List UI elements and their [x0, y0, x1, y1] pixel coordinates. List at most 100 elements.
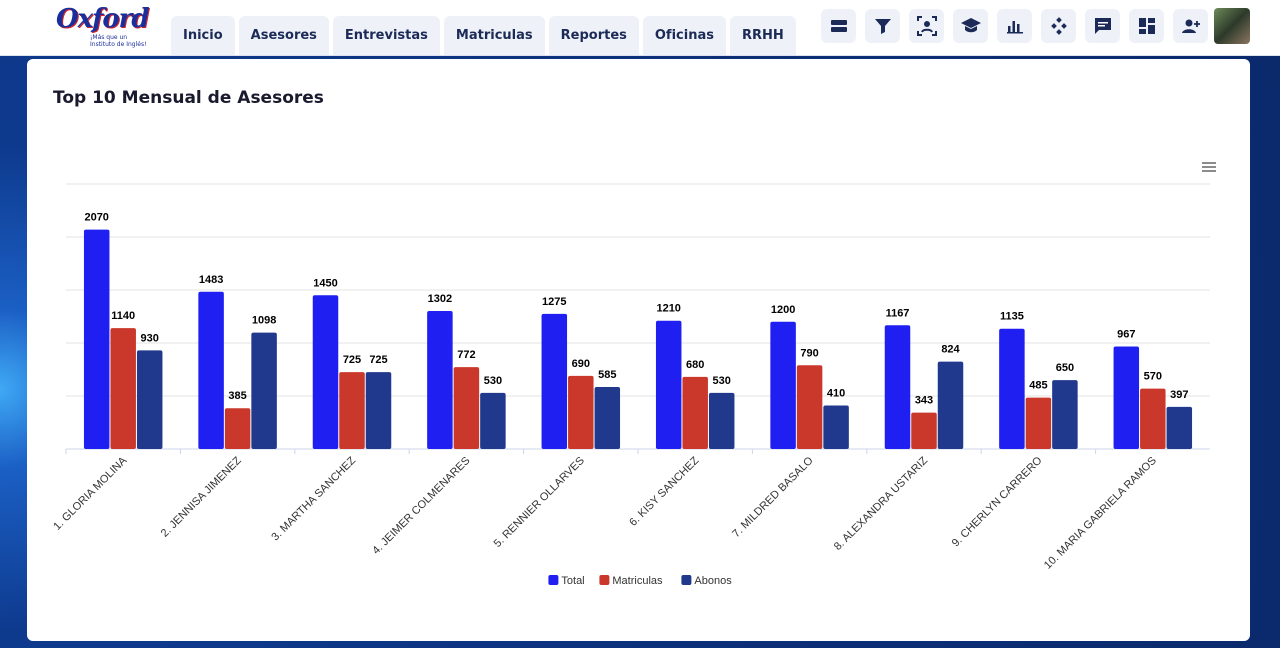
x-tick-label: 7. MILDRED BASALO — [730, 454, 816, 540]
bar — [823, 405, 849, 449]
data-label: 485 — [1029, 380, 1047, 392]
icon-button[interactable] — [909, 9, 944, 43]
icon-button[interactable] — [821, 9, 856, 43]
legend-item[interactable]: Matriculas — [599, 575, 663, 587]
data-label: 1450 — [313, 277, 337, 289]
menu-icon — [1202, 162, 1216, 172]
legend-item[interactable]: Total — [548, 575, 585, 587]
chart-menu[interactable] — [1200, 161, 1218, 175]
data-label: 410 — [827, 388, 845, 400]
data-label: 1302 — [428, 293, 452, 305]
nav-tab[interactable]: Oficinas — [642, 16, 726, 55]
data-label: 824 — [941, 344, 960, 356]
data-label: 385 — [228, 390, 246, 402]
legend-swatch — [599, 575, 610, 585]
bar — [224, 408, 251, 449]
bar — [1140, 388, 1166, 449]
bar — [937, 361, 964, 449]
legend-swatch — [681, 575, 692, 585]
user-avatar[interactable] — [1214, 8, 1250, 44]
bar — [1025, 397, 1052, 449]
chart-card: Top 10 Mensual de Asesores 1. GLORIA MOL… — [27, 59, 1250, 641]
x-tick-label: 4. JEIMER COLMENARES — [370, 455, 472, 557]
nav: Inicio Asesores Entrevistas Matriculas Repor… — [171, 16, 796, 55]
icon-button[interactable] — [865, 9, 900, 43]
data-label: 680 — [686, 359, 704, 371]
nav-tab[interactable]: RRHH — [729, 16, 796, 55]
bar — [251, 332, 277, 449]
x-tick-label: 6. KISY SANCHEZ — [627, 454, 701, 528]
bar — [136, 350, 163, 449]
data-label: 1167 — [886, 307, 910, 319]
bar — [541, 313, 568, 449]
header: Oxford ¡Más que un Instituto de Inglés! … — [0, 0, 1280, 56]
bar — [568, 375, 594, 449]
data-label: 772 — [457, 349, 475, 361]
bar — [770, 321, 796, 449]
nav-tab[interactable]: Entrevistas — [332, 16, 440, 55]
bar — [1052, 380, 1078, 449]
data-label: 650 — [1056, 362, 1074, 374]
icon-button[interactable] — [997, 9, 1032, 43]
x-tick-label: 1. GLORIA MOLINA — [51, 454, 130, 533]
data-label: 397 — [1170, 389, 1188, 401]
data-label: 530 — [484, 375, 502, 387]
data-label: 790 — [800, 347, 818, 359]
logo[interactable]: Oxford ¡Más que un Instituto de Inglés! — [56, 4, 150, 50]
bar — [453, 367, 480, 449]
nav-tab[interactable]: Asesores — [238, 16, 329, 55]
bar — [884, 325, 911, 449]
icon-button[interactable] — [1085, 9, 1120, 43]
data-label: 1140 — [111, 310, 135, 322]
icon-button[interactable] — [1041, 9, 1076, 43]
bar — [682, 376, 708, 449]
bar — [480, 392, 506, 449]
x-tick-label: 10. MARIA GABRIELA RAMOS — [1042, 455, 1159, 572]
chart: Top 10 Mensual de Asesores 1. GLORIA MOL… — [51, 88, 1218, 587]
icon-button[interactable] — [953, 9, 988, 43]
icon-button[interactable] — [1129, 9, 1164, 43]
data-label: 1210 — [656, 303, 680, 315]
x-tick-label: 8. ALEXANDRA USTARIZ — [832, 454, 930, 552]
nav-tab[interactable]: Inicio — [171, 16, 235, 55]
data-label: 1098 — [252, 315, 276, 327]
bar — [427, 310, 453, 449]
data-label: 1135 — [1000, 311, 1024, 323]
data-label: 343 — [915, 395, 933, 407]
bar — [339, 372, 365, 449]
legend-swatch — [548, 575, 559, 585]
bar — [796, 365, 823, 449]
bar — [594, 386, 621, 449]
bar — [911, 412, 937, 449]
x-tick-label: 3. MARTHA SANCHEZ — [269, 454, 358, 543]
legend-label: Matriculas — [612, 575, 663, 587]
data-label: 967 — [1117, 328, 1135, 340]
bar — [110, 328, 136, 449]
data-label: 690 — [572, 358, 590, 370]
bar — [365, 372, 392, 449]
legend-item[interactable]: Abonos — [681, 575, 732, 587]
toolbar — [821, 9, 1208, 43]
logo-text: Oxford — [56, 4, 150, 34]
icon-button[interactable] — [1173, 9, 1208, 43]
bar — [1113, 346, 1140, 449]
data-label: 2070 — [84, 212, 108, 224]
logo-tagline: ¡Más que un Instituto de Inglés! — [90, 34, 147, 48]
bar — [999, 328, 1025, 449]
x-tick-label: 5. RENNIER OLLARVES — [492, 455, 587, 550]
chart-title: Top 10 Mensual de Asesores — [53, 88, 324, 108]
data-label: 930 — [141, 332, 159, 344]
data-label: 1275 — [542, 296, 566, 308]
data-label: 570 — [1144, 371, 1162, 383]
bar — [198, 291, 224, 449]
x-tick-label: 2. JENNISA JIMENEZ — [159, 454, 244, 539]
data-label: 530 — [713, 375, 731, 387]
data-label: 1200 — [771, 304, 795, 316]
nav-tab[interactable]: Matriculas — [443, 16, 545, 55]
legend-label: Abonos — [694, 575, 732, 587]
nav-tab[interactable]: Reportes — [548, 16, 639, 55]
legend-label: Total — [561, 575, 584, 587]
bar — [312, 295, 339, 449]
data-label: 725 — [369, 354, 387, 366]
